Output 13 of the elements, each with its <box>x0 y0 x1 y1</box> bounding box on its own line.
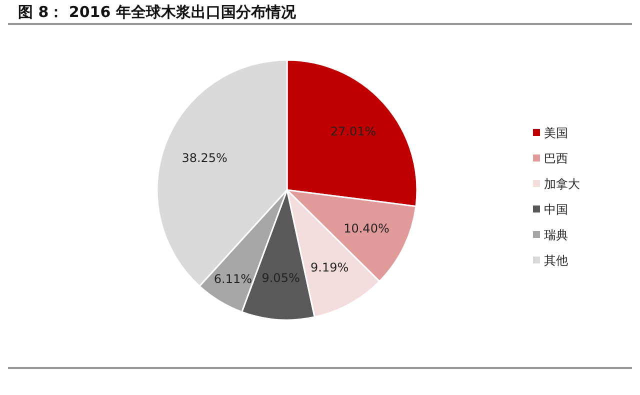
data-label: 9.19% <box>310 260 349 274</box>
legend-label: 美国 <box>544 126 568 140</box>
data-label: 38.25% <box>182 151 228 166</box>
legend-label: 瑞典 <box>544 228 568 242</box>
legend-label: 加拿大 <box>544 177 580 191</box>
data-label: 6.11% <box>214 272 252 286</box>
data-label: 27.01% <box>330 124 376 139</box>
data-label: 10.40% <box>344 222 390 236</box>
legend-label: 巴西 <box>544 152 568 166</box>
legend-label: 中国 <box>544 202 568 216</box>
data-label: 9.05% <box>262 271 300 286</box>
legend-label: 其他 <box>544 254 568 268</box>
chart-title: 图 8： 2016 年全球木浆出口国分布情况 <box>18 3 297 21</box>
